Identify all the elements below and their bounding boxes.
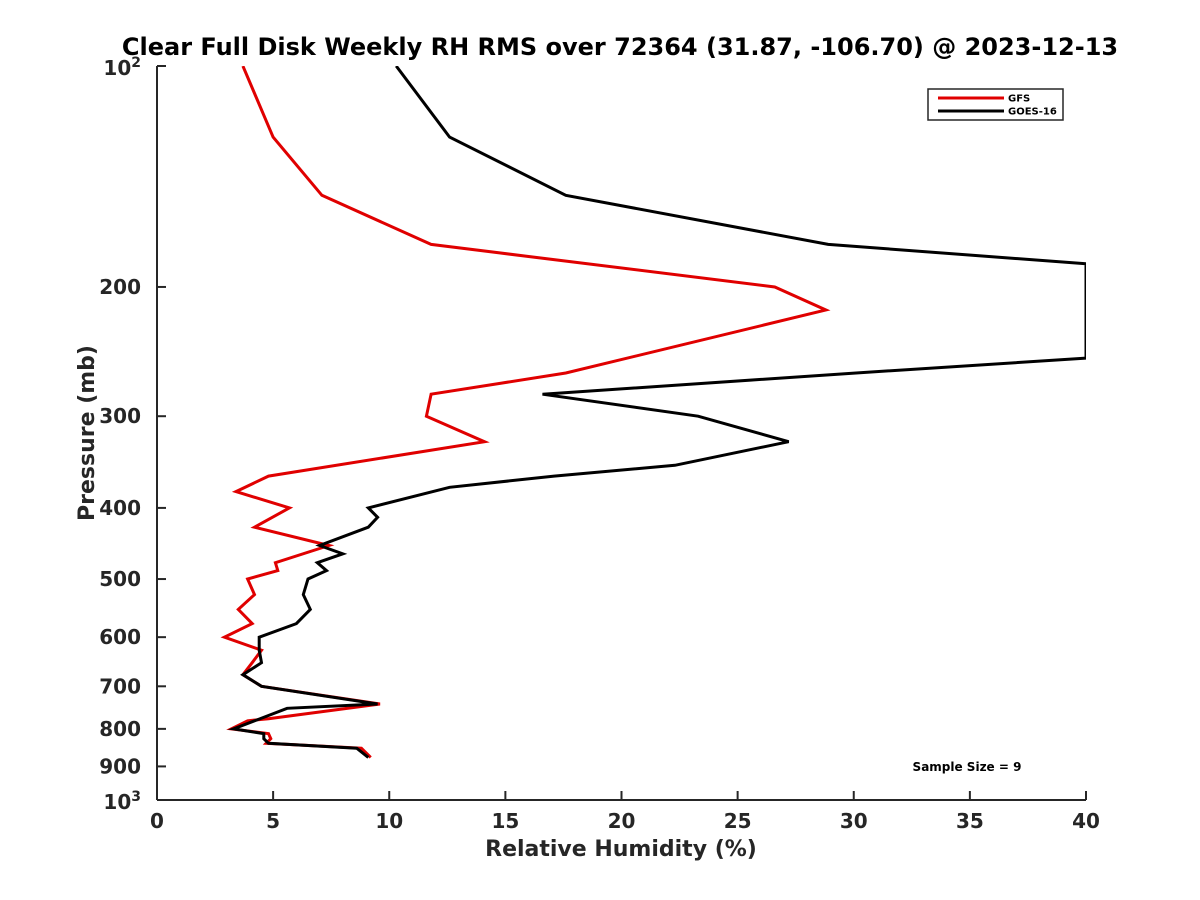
axes-layer: 0 5 10 15 20 25 30 35 40 102 200 300 400 500 600 700 800… <box>99 55 1100 833</box>
y-tick-label: 900 <box>99 754 141 778</box>
y-tick-label: 103 <box>103 789 141 814</box>
series-layer <box>220 66 1086 759</box>
sample-size-annotation: Sample Size = 9 <box>913 760 1022 774</box>
x-tick-label: 25 <box>724 809 752 833</box>
y-axis-label: Pressure (mb) <box>75 345 100 521</box>
legend-label: GFS <box>1008 94 1030 105</box>
y-tick-label: 200 <box>99 275 141 299</box>
x-tick-label: 0 <box>150 809 164 833</box>
series-line-gfs <box>220 66 831 759</box>
legend: GFS GOES-16 <box>927 88 1064 121</box>
chart-title: Clear Full Disk Weekly RH RMS over 72364… <box>122 33 1118 61</box>
y-tick-label: 800 <box>99 717 141 741</box>
x-axis-label: Relative Humidity (%) <box>485 837 757 862</box>
legend-box <box>927 88 1064 121</box>
x-tick-label: 20 <box>608 809 636 833</box>
y-tick-label: 400 <box>99 496 141 520</box>
y-tick-label: 102 <box>103 55 141 80</box>
x-tick-label: 30 <box>840 809 868 833</box>
x-tick-label: 5 <box>266 809 280 833</box>
y-tick-label: 700 <box>99 674 141 698</box>
y-tick-label: 600 <box>99 625 141 649</box>
y-tick-label: 500 <box>99 567 141 591</box>
x-tick-label: 10 <box>375 809 403 833</box>
x-tick-label: 15 <box>491 809 519 833</box>
y-tick-label: 300 <box>99 404 141 428</box>
x-tick-label: 40 <box>1072 809 1100 833</box>
series-line-goes-16 <box>227 66 1086 759</box>
legend-label: GOES-16 <box>1008 107 1057 118</box>
x-tick-label: 35 <box>956 809 984 833</box>
